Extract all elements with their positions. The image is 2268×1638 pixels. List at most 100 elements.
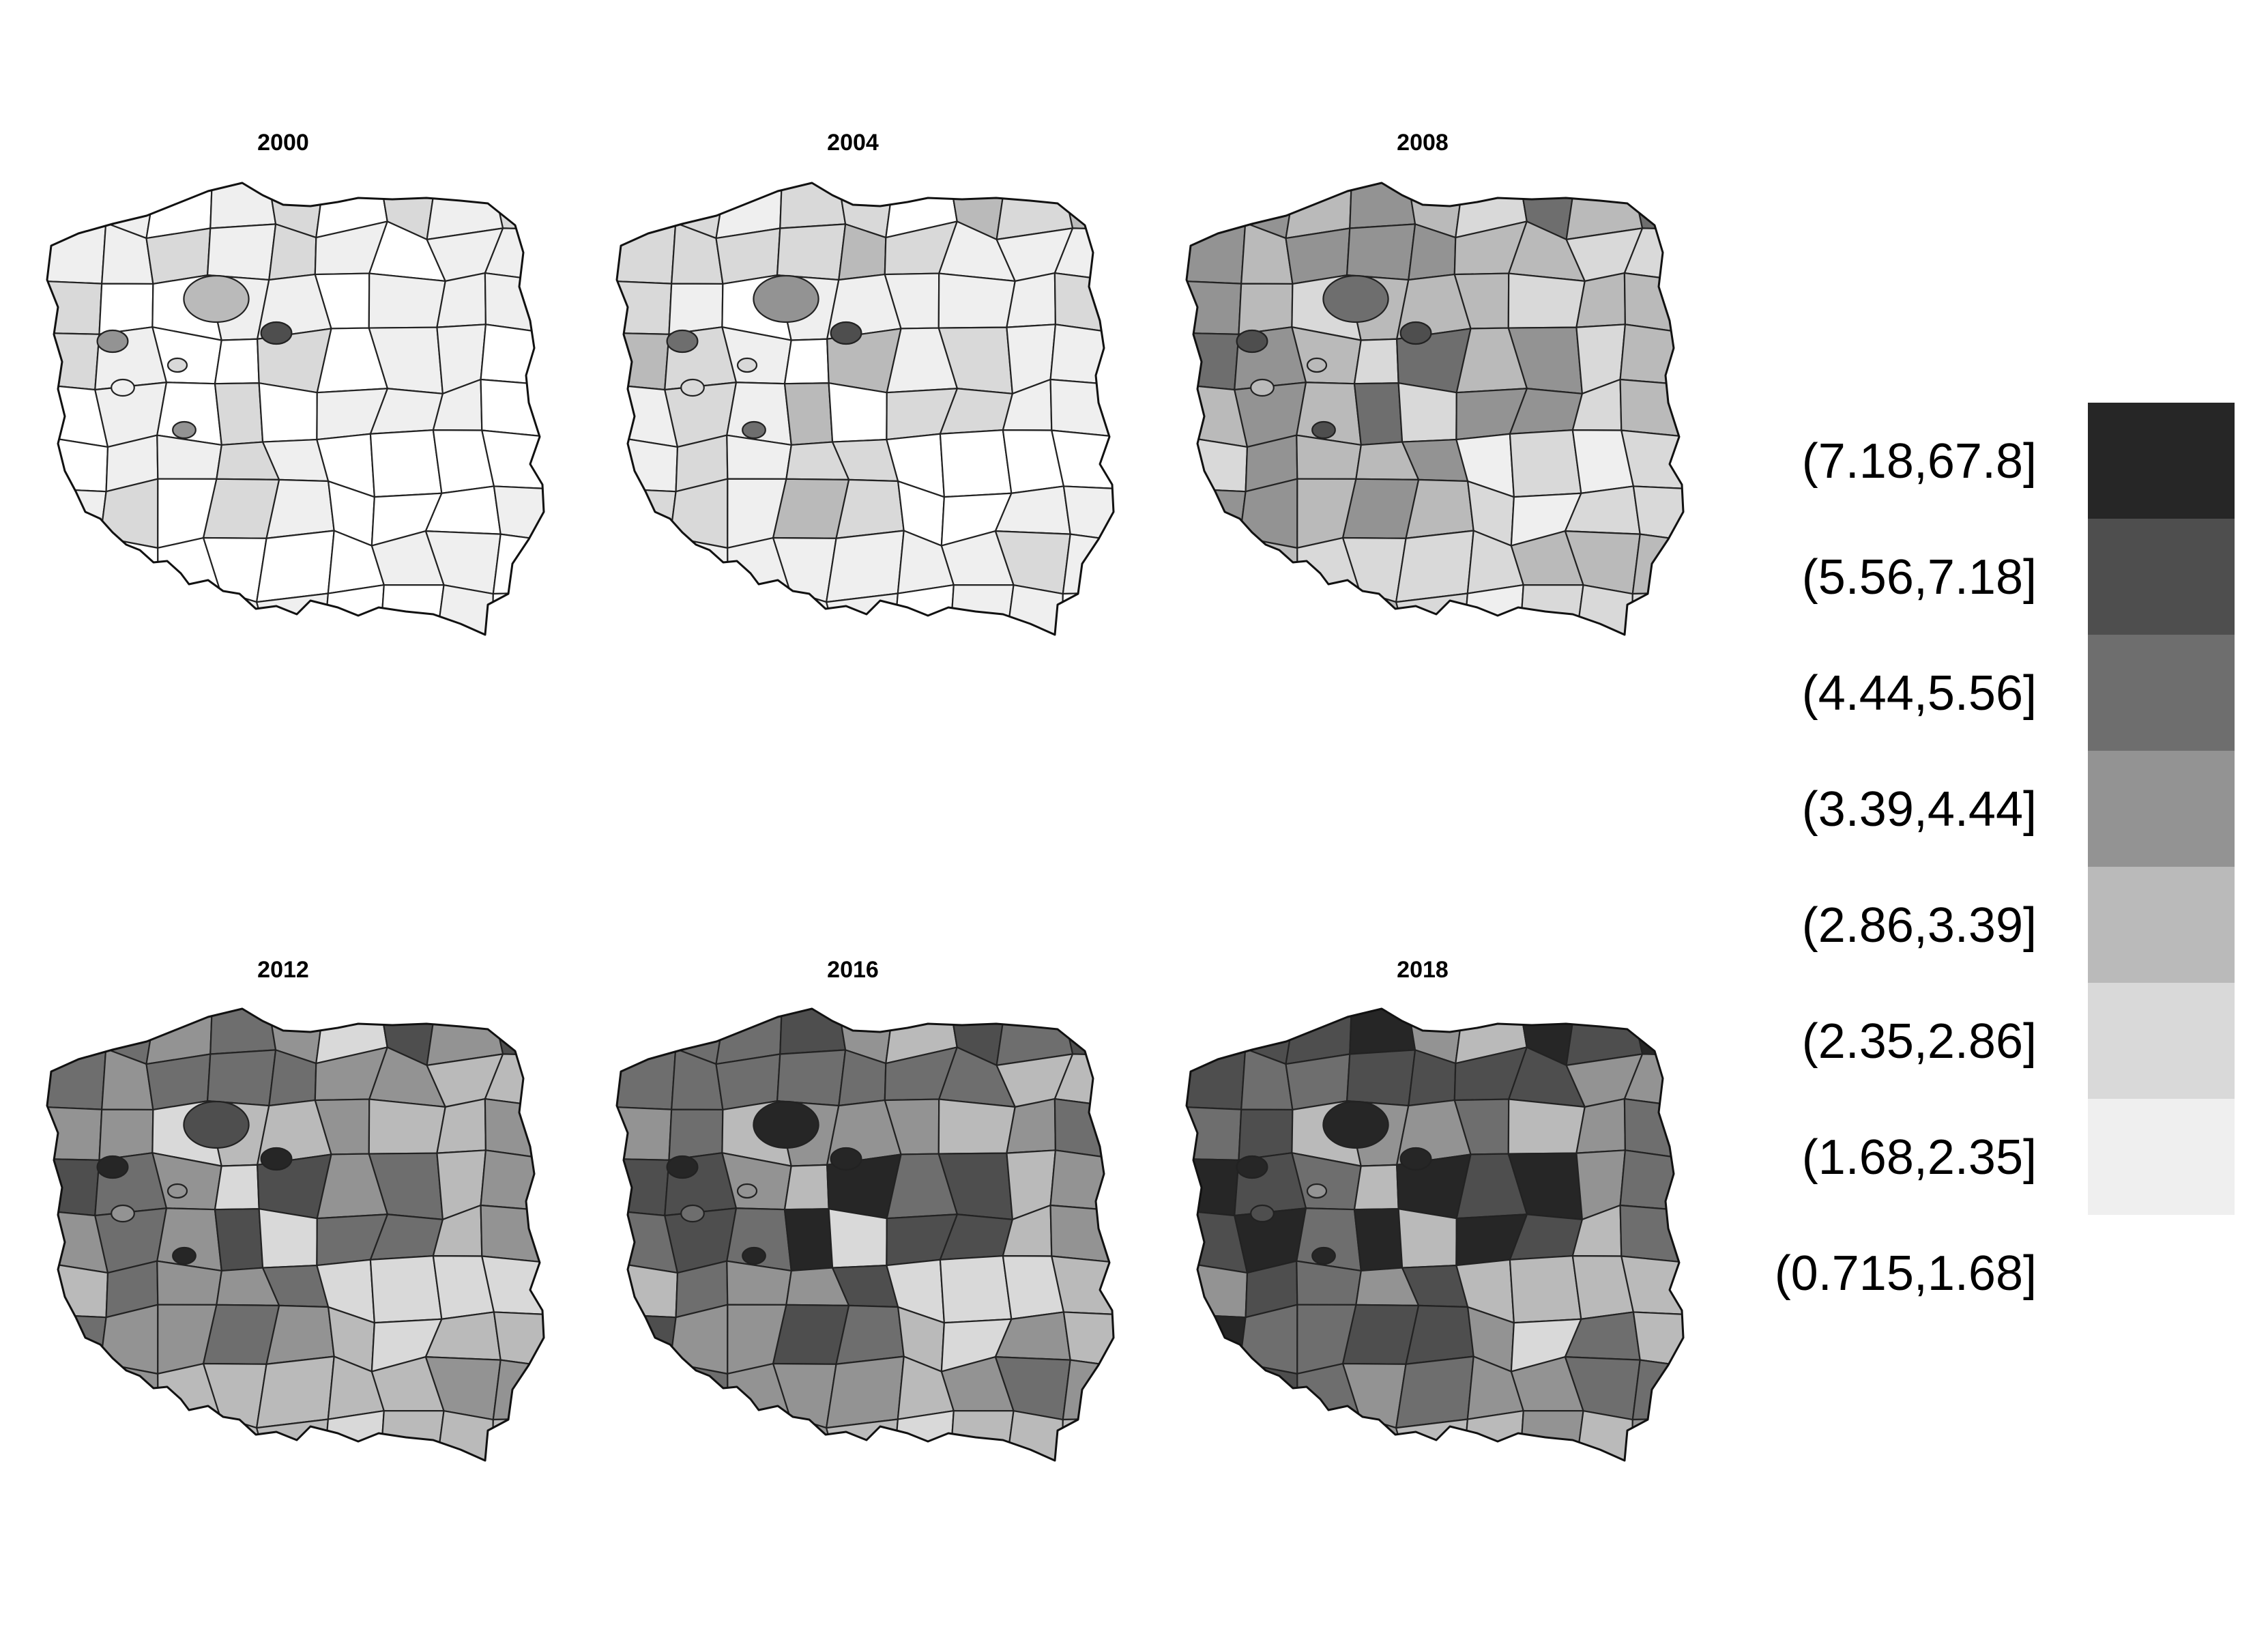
legend-label-5: (2.86,3.39] [1802,898,2037,953]
region [492,533,544,595]
region [668,1108,724,1161]
region [1349,183,1416,229]
region [1507,272,1586,329]
region [617,536,671,594]
region [1062,1311,1114,1368]
region [1053,1097,1114,1160]
region [1060,591,1114,635]
region [1187,536,1241,594]
legend-swatch-6 [2088,983,2235,1099]
region [1620,429,1683,490]
country-outline [46,182,545,636]
region [47,536,102,594]
map-2018 [1185,1007,1685,1462]
region [1049,1149,1114,1212]
region [1187,435,1249,493]
region [47,487,107,542]
legend-swatch-7 [2088,1099,2235,1215]
country-outline [615,1007,1115,1462]
region [214,382,264,446]
region [214,1164,260,1211]
city-region [166,357,188,373]
city-region [1399,1147,1432,1171]
region [1507,1098,1586,1155]
country-outline [1185,182,1685,636]
city-region [1281,1014,1305,1033]
region [1187,1106,1242,1161]
region [725,590,791,635]
region [491,1417,544,1461]
region [826,530,905,603]
region [1187,280,1242,335]
region [1397,1208,1457,1269]
region [214,1208,264,1272]
country-outline [1185,1007,1685,1462]
region [265,1304,335,1365]
region [1349,1009,1416,1055]
city-region [680,1204,705,1223]
region [617,1313,677,1368]
region [617,586,671,635]
region [47,1261,109,1319]
region [256,1355,335,1429]
region [256,530,335,603]
region [617,1412,671,1461]
city-region [1281,188,1305,207]
map-2012 [46,1007,545,1462]
legend-swatch-1 [2088,403,2235,519]
region [493,485,544,542]
city-region [830,1147,862,1171]
region [1353,1164,1399,1211]
region [669,586,729,635]
region [1187,222,1247,285]
region [47,1158,100,1217]
region [939,1255,1013,1324]
region [1509,429,1582,498]
region [1630,591,1683,635]
region [668,283,724,335]
region [1623,1097,1683,1160]
region [368,272,446,329]
region [1187,1009,1247,1057]
region [155,1416,221,1461]
city-region [1236,1155,1268,1179]
region [47,1106,103,1161]
region [47,1009,107,1057]
region [1238,1108,1294,1161]
region [369,429,443,498]
region [1294,1416,1361,1461]
city-region [1306,357,1328,373]
region [258,382,318,443]
region [484,272,544,334]
region [492,1359,544,1421]
region [155,590,221,635]
city-region [96,329,129,354]
city-region [141,1014,166,1033]
map-2000 [46,182,545,636]
region [937,1098,1016,1155]
city-region [172,1246,197,1265]
region [369,1255,443,1324]
region [1353,1208,1404,1272]
region [99,1412,159,1461]
region [617,332,670,391]
region [1631,1359,1683,1421]
region [776,223,847,281]
city-region [753,274,819,324]
city-region [183,1100,250,1149]
region [98,1108,154,1161]
country-outline [46,1007,545,1462]
region [937,272,1016,329]
legend-swatch-2 [2088,519,2235,635]
map-panels: 2000 2004 2008 2012 2016 2018 [46,130,1685,1462]
region [1509,1255,1582,1324]
city-region [1399,321,1432,345]
legend-swatch-3 [2088,635,2235,751]
region [1062,485,1114,542]
legend-label-4: (3.39,4.44] [1802,782,2037,837]
region [617,183,677,231]
city-region [172,420,197,440]
region [47,280,103,335]
region [98,283,154,335]
